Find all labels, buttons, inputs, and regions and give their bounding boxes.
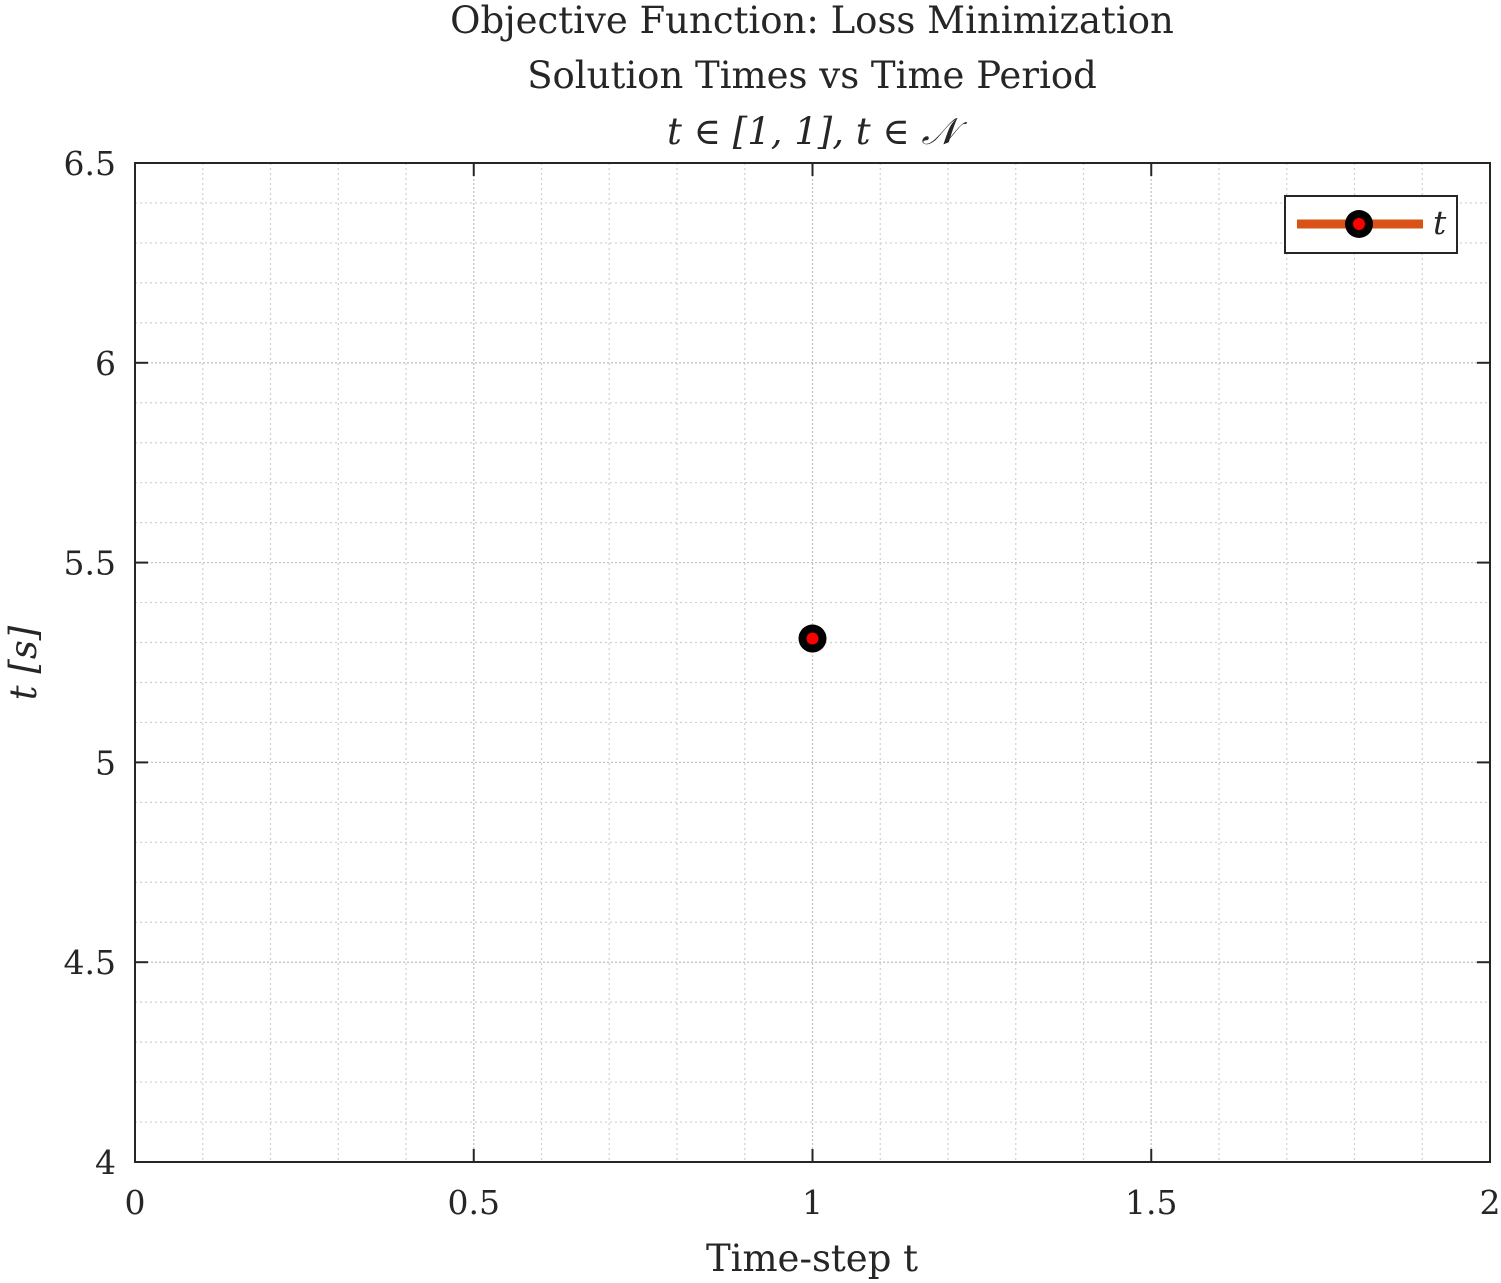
x-axis-label: Time-step t — [706, 1237, 918, 1280]
y-tick-label: 6.5 — [64, 144, 116, 183]
minor-grid — [135, 163, 1490, 1162]
y-axis-label: t [s] — [2, 625, 45, 700]
chart-title-line-2: Solution Times vs Time Period — [527, 54, 1097, 97]
x-axis-ticks: 0 0.5 1 1.5 2 — [125, 163, 1501, 1222]
legend-entry-t-label: t — [1433, 203, 1447, 242]
y-tick-label: 5.5 — [64, 544, 116, 583]
x-tick-label: 1.5 — [1125, 1183, 1177, 1222]
y-tick-label: 4.5 — [64, 943, 116, 982]
chart-title: Objective Function: Loss Minimization So… — [450, 0, 1174, 153]
y-tick-label: 5 — [95, 743, 116, 782]
x-tick-label: 0 — [125, 1183, 146, 1222]
x-tick-label: 0.5 — [448, 1183, 500, 1222]
y-axis-ticks: 4 4.5 5 5.5 6 6.5 — [64, 144, 1490, 1182]
x-tick-label: 2 — [1480, 1183, 1501, 1222]
data-point-marker-inner — [806, 632, 819, 645]
chart-title-line-1: Objective Function: Loss Minimization — [450, 0, 1174, 42]
x-tick-label: 1 — [802, 1183, 823, 1222]
chart-title-line-3: t ∈ [1, 1], t ∈ 𝒩 — [667, 110, 968, 153]
y-tick-label: 4 — [95, 1143, 116, 1182]
legend: t — [1284, 195, 1458, 254]
major-grid — [135, 163, 1490, 1162]
legend-marker-inner — [1353, 218, 1365, 230]
series-layer — [798, 624, 827, 653]
y-tick-label: 6 — [95, 344, 116, 383]
